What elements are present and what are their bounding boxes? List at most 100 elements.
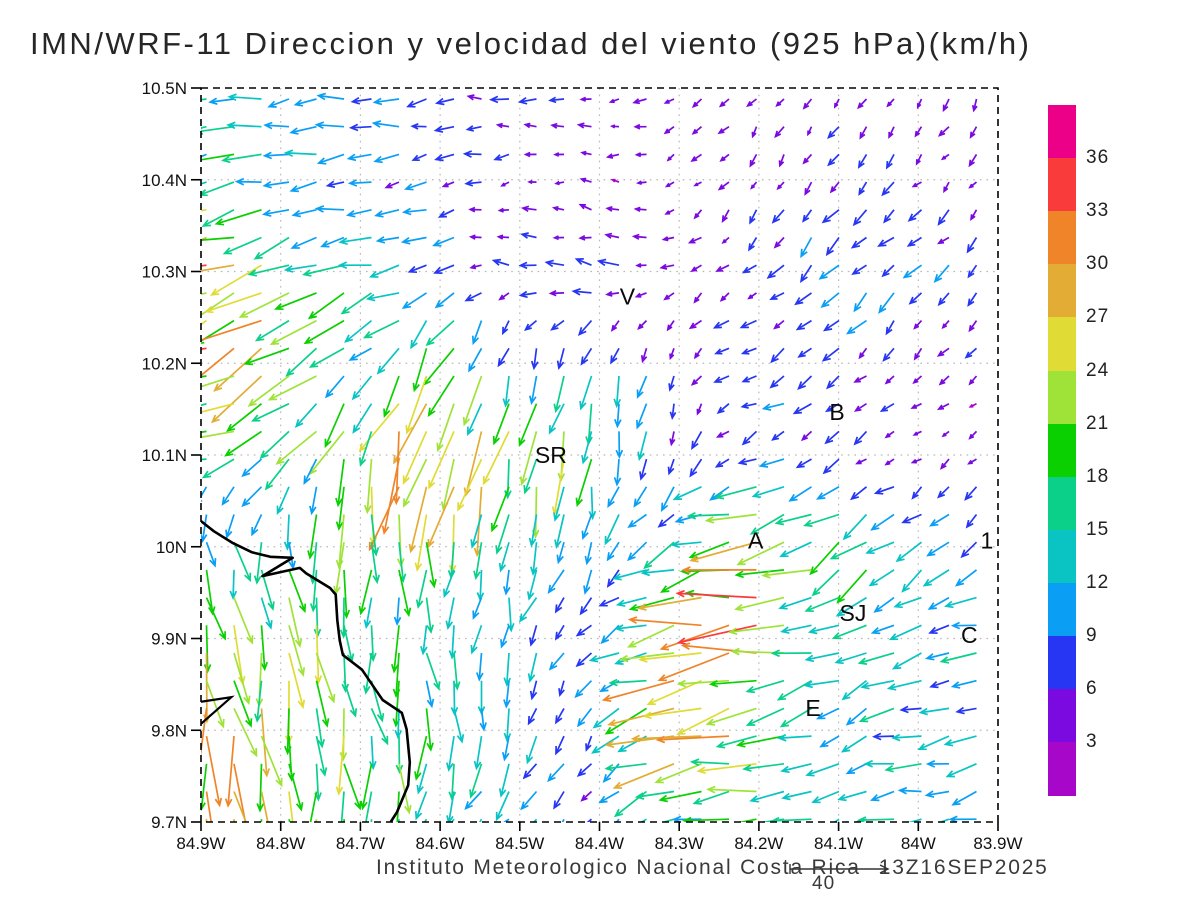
wind-arrow bbox=[969, 126, 978, 139]
wind-arrow bbox=[888, 126, 895, 139]
wind-arrow bbox=[939, 458, 950, 470]
colorbar-block bbox=[1048, 370, 1076, 425]
wind-arrow bbox=[850, 236, 867, 249]
wind-arrow bbox=[337, 261, 372, 269]
wind-arrow bbox=[659, 624, 730, 651]
wind-arrow bbox=[495, 122, 510, 129]
wind-arrow bbox=[924, 652, 950, 661]
wind-arrow bbox=[941, 320, 950, 330]
wind-arrow bbox=[769, 292, 785, 301]
wind-arrow bbox=[205, 569, 216, 616]
wind-arrow bbox=[466, 94, 482, 101]
wind-arrow bbox=[433, 264, 455, 274]
y-tick-label: 10.5N bbox=[142, 79, 187, 98]
wind-arrow bbox=[238, 292, 290, 318]
wind-arrow bbox=[964, 347, 978, 359]
wind-arrow bbox=[498, 541, 510, 573]
wind-arrow bbox=[462, 150, 482, 158]
x-tick-label: 84.6W bbox=[416, 834, 465, 853]
wind-arrow bbox=[201, 347, 207, 351]
wind-arrow bbox=[680, 642, 757, 654]
wind-arrow bbox=[661, 818, 675, 822]
wind-arrow bbox=[679, 567, 730, 575]
wind-arrow bbox=[201, 402, 235, 413]
wind-arrow bbox=[916, 98, 923, 110]
wind-arrow bbox=[396, 514, 405, 568]
wind-arrow bbox=[968, 320, 978, 333]
wind-arrow bbox=[580, 347, 593, 366]
wind-arrow bbox=[633, 486, 648, 508]
wind-arrow bbox=[201, 292, 235, 317]
wind-arrow bbox=[943, 181, 950, 194]
wind-arrow bbox=[885, 320, 895, 336]
wind-arrow bbox=[968, 153, 978, 168]
wind-arrow bbox=[253, 542, 263, 585]
wind-arrow bbox=[523, 122, 537, 129]
wind-arrow bbox=[338, 236, 372, 246]
wind-arrow bbox=[661, 236, 675, 242]
wind-arrow bbox=[360, 763, 373, 811]
x-tick-label: 84.8W bbox=[256, 834, 305, 853]
wind-arrow bbox=[870, 513, 895, 531]
wind-arrow bbox=[780, 762, 812, 774]
wind-arrow bbox=[482, 431, 510, 486]
wind-arrow bbox=[899, 705, 922, 714]
wind-arrow bbox=[696, 403, 703, 416]
wind-arrow bbox=[833, 98, 840, 109]
wind-arrow bbox=[773, 319, 785, 330]
wind-arrow bbox=[340, 791, 345, 822]
wind-arrow bbox=[473, 486, 483, 558]
wind-arrow bbox=[737, 818, 757, 822]
wind-arrow bbox=[749, 790, 785, 803]
wind-arrow bbox=[314, 625, 323, 685]
wind-arrow bbox=[201, 514, 208, 543]
wind-arrow bbox=[865, 541, 895, 555]
wind-arrow bbox=[470, 514, 483, 549]
wind-arrow bbox=[669, 403, 677, 420]
wind-arrow bbox=[303, 319, 345, 345]
wind-arrow bbox=[368, 264, 400, 278]
wind-arrow bbox=[841, 680, 868, 701]
wind-arrow bbox=[489, 95, 510, 104]
wind-arrow bbox=[579, 375, 593, 411]
wind-arrow bbox=[308, 430, 345, 476]
wind-arrow bbox=[465, 125, 482, 132]
wind-arrow bbox=[544, 259, 565, 268]
wind-arrow bbox=[504, 459, 512, 500]
wind-arrow bbox=[363, 597, 373, 630]
wind-arrow bbox=[684, 589, 730, 599]
wind-arrow bbox=[884, 430, 895, 439]
wind-arrow bbox=[606, 541, 620, 562]
wind-arrow bbox=[261, 208, 290, 217]
wind-arrow bbox=[524, 319, 538, 332]
wind-arrow bbox=[881, 264, 895, 278]
wind-arrow bbox=[964, 486, 978, 501]
wind-arrow bbox=[966, 237, 978, 254]
wind-arrow bbox=[827, 126, 840, 139]
wind-arrow bbox=[749, 153, 758, 168]
wind-arrow bbox=[370, 819, 373, 822]
wind-arrow bbox=[857, 153, 868, 169]
wind-arrow bbox=[262, 151, 290, 160]
wind-arrow bbox=[602, 763, 620, 784]
wind-arrow bbox=[942, 98, 950, 113]
wind-arrow bbox=[320, 236, 345, 248]
wind-arrow bbox=[453, 708, 465, 744]
wind-arrow bbox=[778, 596, 812, 610]
wind-arrow bbox=[821, 347, 840, 362]
wind-arrow bbox=[933, 264, 950, 283]
wind-arrow bbox=[692, 790, 730, 805]
wind-arrow bbox=[301, 264, 345, 277]
wind-arrow bbox=[614, 403, 622, 429]
wind-arrow bbox=[368, 486, 400, 552]
wind-arrow bbox=[601, 679, 675, 702]
wind-arrow bbox=[313, 597, 322, 639]
wind-arrow bbox=[913, 320, 923, 330]
wind-arrow bbox=[643, 541, 675, 570]
wind-arrow bbox=[600, 624, 620, 645]
wind-arrow bbox=[714, 485, 757, 500]
wind-arrow bbox=[571, 287, 592, 296]
wind-arrow bbox=[464, 179, 482, 187]
wind-arrow bbox=[610, 347, 620, 365]
wind-arrow bbox=[288, 625, 306, 677]
